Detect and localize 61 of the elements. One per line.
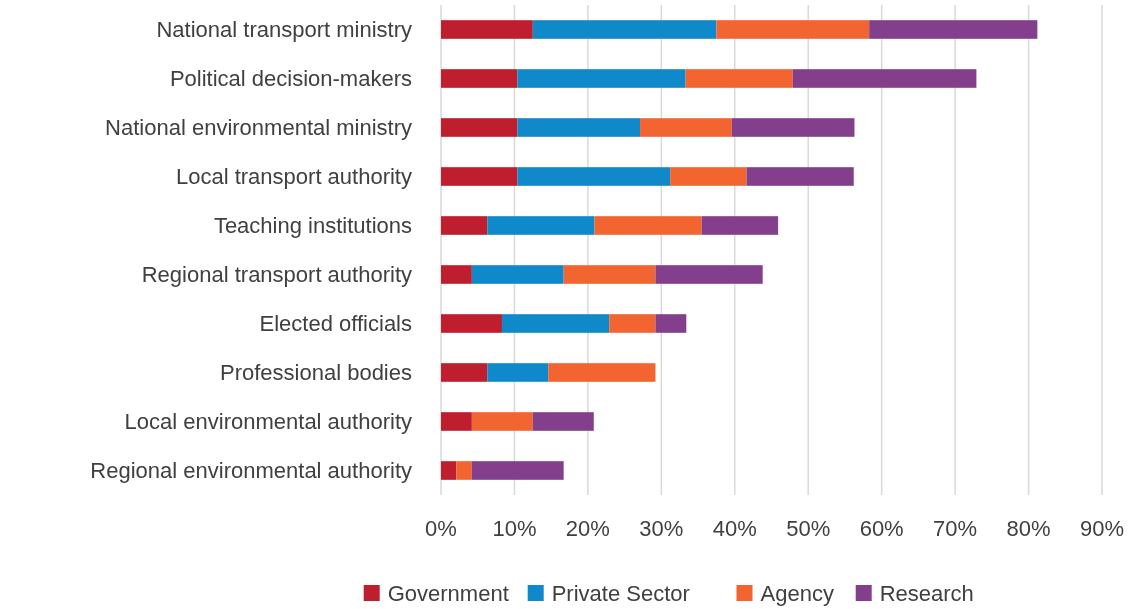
bar	[716, 20, 870, 39]
bar	[471, 461, 564, 480]
y-tick-label: National environmental ministry	[105, 115, 412, 141]
legend-label: Agency	[760, 580, 834, 606]
bar	[594, 216, 702, 235]
bar	[517, 118, 641, 137]
bar	[563, 265, 656, 284]
y-tick-label: Local environmental authority	[124, 409, 412, 435]
bar	[869, 20, 1038, 39]
bar	[441, 461, 457, 480]
bar	[685, 69, 793, 88]
y-tick-label: Local transport authority	[175, 164, 412, 190]
x-tick-label: 80%	[1006, 516, 1051, 541]
x-tick-label: 70%	[933, 516, 978, 541]
x-tick-label: 30%	[639, 516, 684, 541]
y-tick-label: Professional bodies	[219, 360, 412, 386]
bar	[441, 314, 502, 333]
bar	[456, 461, 472, 480]
x-tick-label: 60%	[859, 516, 904, 541]
x-tick-label: 50%	[786, 516, 831, 541]
bar	[441, 118, 518, 137]
bar	[441, 167, 518, 186]
y-tick-label: Teaching institutions	[213, 213, 412, 239]
bar	[517, 69, 686, 88]
bar	[532, 20, 717, 39]
bar	[640, 118, 732, 137]
x-tick-label: 0%	[425, 516, 457, 541]
legend-label: Government	[387, 580, 509, 606]
bar	[471, 265, 564, 284]
bar	[441, 20, 533, 39]
bar	[441, 265, 472, 284]
bar	[746, 167, 854, 186]
bar	[792, 69, 977, 88]
y-tick-label: Regional environmental authority	[90, 458, 412, 484]
bar	[471, 412, 533, 431]
bar	[731, 118, 855, 137]
bar	[532, 412, 594, 431]
bar	[441, 412, 472, 431]
bar	[441, 216, 488, 235]
legend-label: Research	[879, 580, 974, 606]
y-tick-label: Elected officials	[259, 311, 412, 337]
x-tick-label: 20%	[565, 516, 610, 541]
bar	[609, 314, 656, 333]
bar	[487, 216, 595, 235]
y-tick-label: Political decision-makers	[169, 66, 412, 92]
bar	[517, 167, 671, 186]
bar	[655, 265, 763, 284]
bar	[548, 363, 656, 382]
bar	[701, 216, 779, 235]
bar	[655, 314, 687, 333]
x-tick-label: 90%	[1079, 516, 1125, 541]
bar	[670, 167, 747, 186]
bar	[487, 363, 549, 382]
bar	[501, 314, 610, 333]
y-tick-label: National transport ministry	[156, 17, 412, 43]
bar	[441, 69, 518, 88]
legend-label: Private Sector	[551, 580, 690, 606]
x-tick-label: 40%	[712, 516, 757, 541]
x-tick-label: 10%	[492, 516, 537, 541]
bar	[441, 363, 488, 382]
y-tick-label: Regional transport authority	[141, 262, 412, 288]
